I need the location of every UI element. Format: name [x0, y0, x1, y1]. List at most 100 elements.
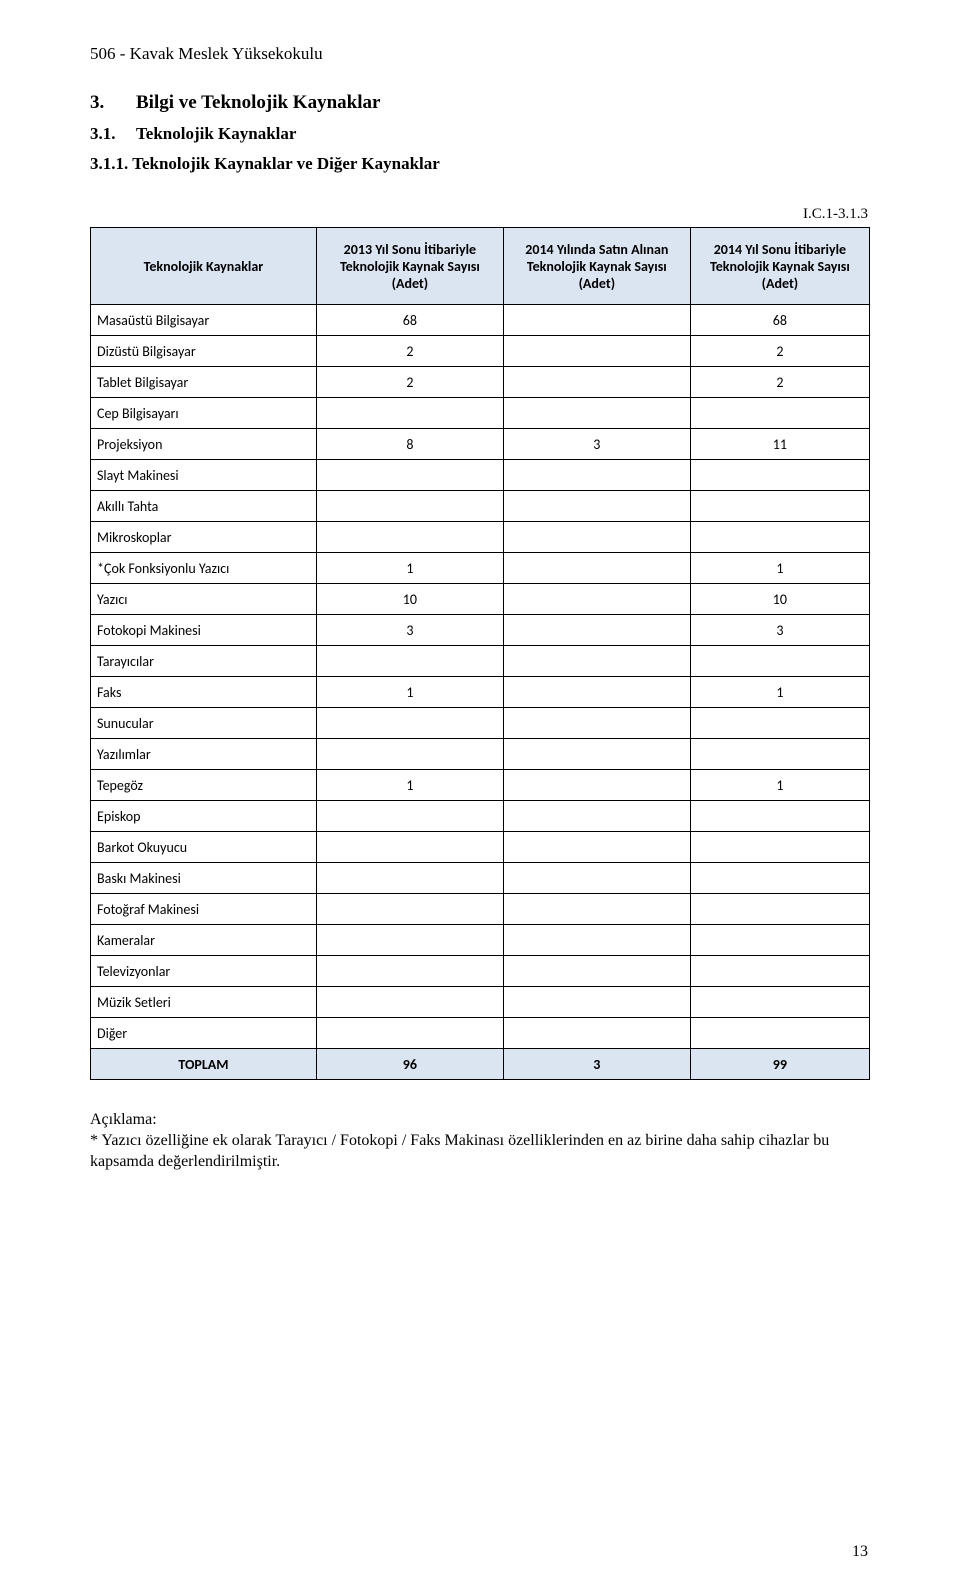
table-header-row: Teknolojik Kaynaklar 2013 Yıl Sonu İtiba…	[91, 228, 870, 305]
table-row: Fotokopi Makinesi33	[91, 615, 870, 646]
row-value: 1	[316, 770, 503, 801]
row-value	[503, 894, 690, 925]
row-value	[503, 677, 690, 708]
total-value: 99	[690, 1049, 869, 1080]
col-header-2014-end: 2014 Yıl Sonu İtibariyle Teknolojik Kayn…	[690, 228, 869, 305]
row-label: Mikroskoplar	[91, 522, 317, 553]
row-label: Masaüstü Bilgisayar	[91, 305, 317, 336]
row-value: 1	[690, 677, 869, 708]
row-label: Fotokopi Makinesi	[91, 615, 317, 646]
row-label: Yazılımlar	[91, 739, 317, 770]
table-row: Yazıcı1010	[91, 584, 870, 615]
row-value	[316, 522, 503, 553]
row-label: Slayt Makinesi	[91, 460, 317, 491]
row-value	[503, 460, 690, 491]
section-3-title: 3. Bilgi ve Teknolojik Kaynaklar	[90, 92, 870, 114]
row-value: 8	[316, 429, 503, 460]
section-3-text: Bilgi ve Teknolojik Kaynaklar	[136, 92, 380, 114]
row-value: 1	[690, 770, 869, 801]
row-value	[690, 491, 869, 522]
table-total-row: TOPLAM96399	[91, 1049, 870, 1080]
row-value: 68	[316, 305, 503, 336]
row-value	[316, 894, 503, 925]
table-row: Projeksiyon8311	[91, 429, 870, 460]
row-value	[503, 553, 690, 584]
row-value	[690, 646, 869, 677]
col-header-2013: 2013 Yıl Sonu İtibariyle Teknolojik Kayn…	[316, 228, 503, 305]
section-3-1-number: 3.1.	[90, 124, 136, 144]
table-row: Müzik Setleri	[91, 987, 870, 1018]
row-value	[690, 708, 869, 739]
row-value: 1	[690, 553, 869, 584]
row-value	[690, 460, 869, 491]
table-row: Episkop	[91, 801, 870, 832]
row-value	[503, 863, 690, 894]
footnote-body: * Yazıcı özelliğine ek olarak Tarayıcı /…	[90, 1131, 870, 1173]
table-row: Tablet Bilgisayar22	[91, 367, 870, 398]
table-row: Slayt Makinesi	[91, 460, 870, 491]
row-value	[503, 987, 690, 1018]
row-value	[690, 398, 869, 429]
row-value	[316, 646, 503, 677]
row-label: Tablet Bilgisayar	[91, 367, 317, 398]
footnote: Açıklama: * Yazıcı özelliğine ek olarak …	[90, 1110, 870, 1172]
row-value	[690, 801, 869, 832]
row-value	[690, 987, 869, 1018]
row-value: 3	[316, 615, 503, 646]
table-row: Cep Bilgisayarı	[91, 398, 870, 429]
section-3-1-1-title: 3.1.1. Teknolojik Kaynaklar ve Diğer Kay…	[90, 154, 870, 174]
table-row: Baskı Makinesi	[91, 863, 870, 894]
resources-table: Teknolojik Kaynaklar 2013 Yıl Sonu İtiba…	[90, 227, 870, 1080]
row-label: Barkot Okuyucu	[91, 832, 317, 863]
table-row: *Çok Fonksiyonlu Yazıcı11	[91, 553, 870, 584]
row-value	[316, 832, 503, 863]
row-label: Faks	[91, 677, 317, 708]
row-label: Cep Bilgisayarı	[91, 398, 317, 429]
row-value	[503, 336, 690, 367]
row-label: Episkop	[91, 801, 317, 832]
table-row: Masaüstü Bilgisayar6868	[91, 305, 870, 336]
row-value	[503, 956, 690, 987]
row-value	[316, 460, 503, 491]
table-row: Yazılımlar	[91, 739, 870, 770]
row-label: Tarayıcılar	[91, 646, 317, 677]
row-value	[503, 832, 690, 863]
row-value	[503, 801, 690, 832]
total-label: TOPLAM	[91, 1049, 317, 1080]
col-header-name: Teknolojik Kaynaklar	[91, 228, 317, 305]
row-value: 3	[503, 429, 690, 460]
table-row: Dizüstü Bilgisayar22	[91, 336, 870, 367]
row-value: 10	[316, 584, 503, 615]
row-label: Müzik Setleri	[91, 987, 317, 1018]
row-value	[503, 491, 690, 522]
row-value	[690, 894, 869, 925]
row-value	[316, 925, 503, 956]
row-value: 11	[690, 429, 869, 460]
row-value	[316, 1018, 503, 1049]
row-label: Baskı Makinesi	[91, 863, 317, 894]
total-value: 3	[503, 1049, 690, 1080]
row-value	[690, 832, 869, 863]
table-code: I.C.1-3.1.3	[90, 206, 870, 223]
row-value: 2	[316, 367, 503, 398]
row-label: Diğer	[91, 1018, 317, 1049]
row-value	[316, 987, 503, 1018]
row-label: Projeksiyon	[91, 429, 317, 460]
row-value	[503, 305, 690, 336]
table-row: Tepegöz11	[91, 770, 870, 801]
row-label: Kameralar	[91, 925, 317, 956]
table-row: Faks11	[91, 677, 870, 708]
row-value	[316, 398, 503, 429]
table-row: Tarayıcılar	[91, 646, 870, 677]
row-label: Akıllı Tahta	[91, 491, 317, 522]
row-value: 2	[690, 367, 869, 398]
row-value	[503, 615, 690, 646]
row-value	[503, 367, 690, 398]
row-value	[503, 522, 690, 553]
row-value	[316, 491, 503, 522]
row-value	[690, 956, 869, 987]
row-value	[690, 863, 869, 894]
row-value	[503, 708, 690, 739]
row-value: 68	[690, 305, 869, 336]
row-value: 1	[316, 677, 503, 708]
